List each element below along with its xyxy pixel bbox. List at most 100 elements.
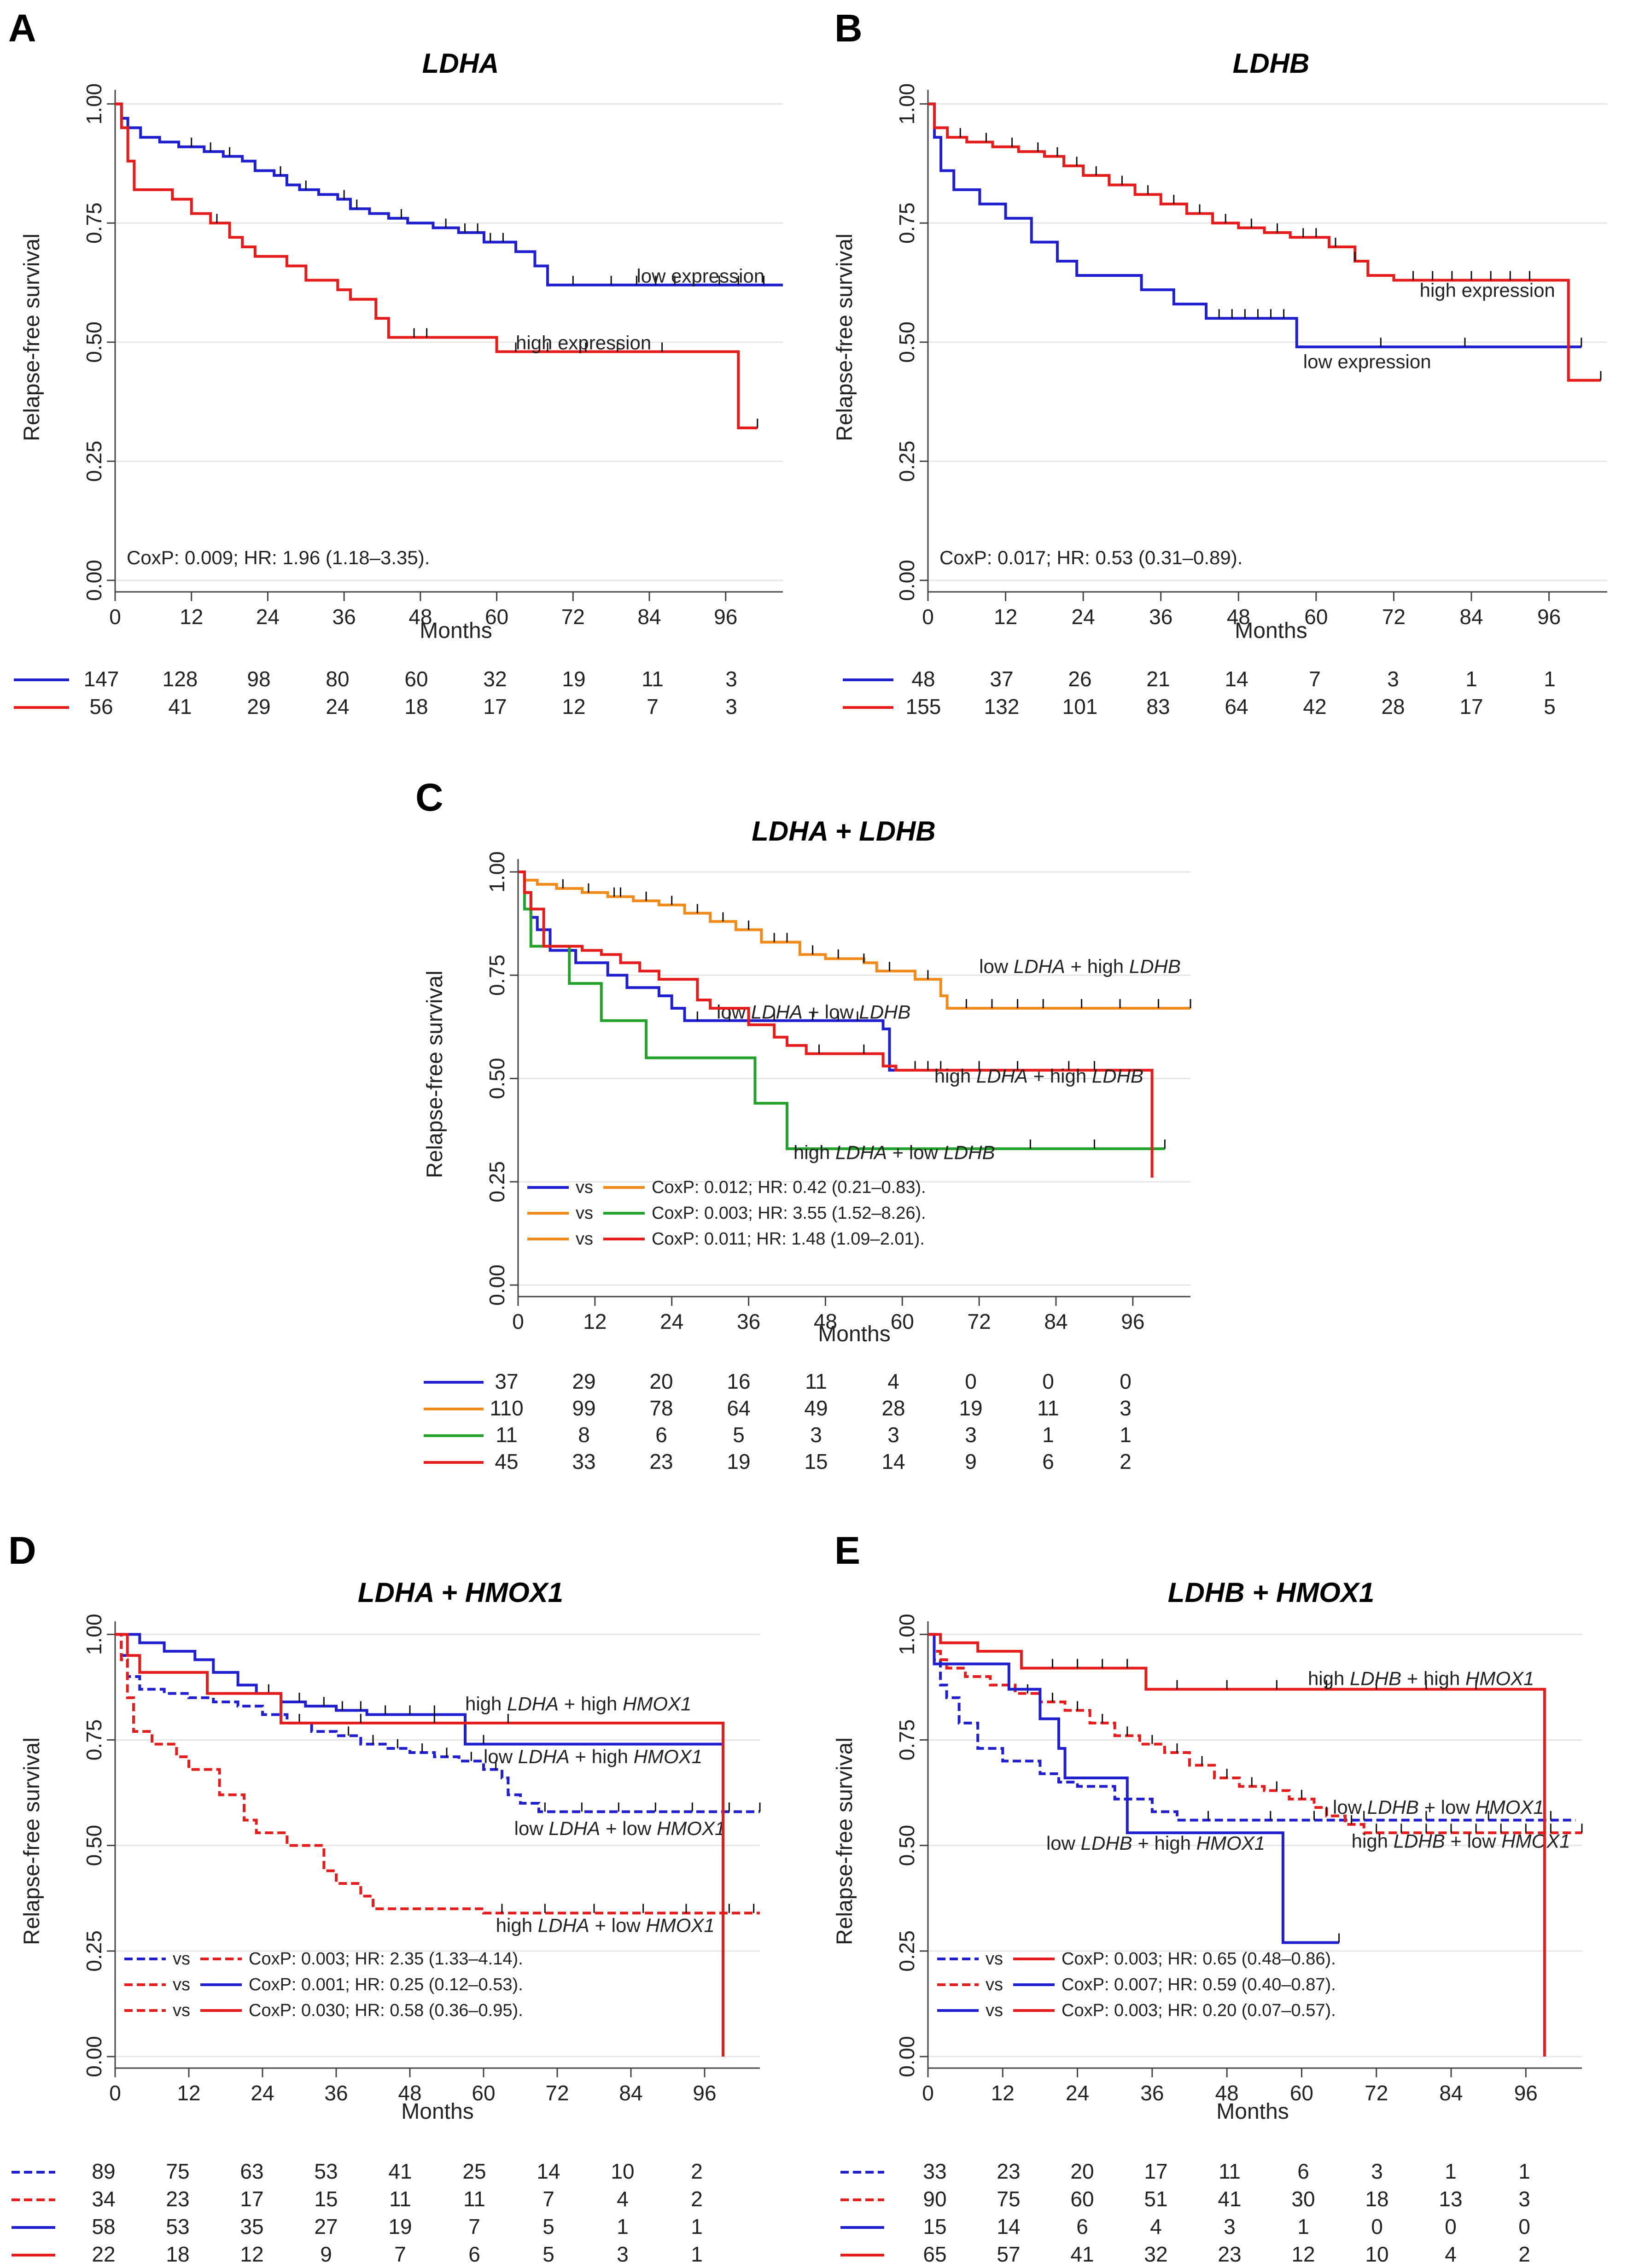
risk-count: 75: [166, 2159, 189, 2183]
risk-count: 19: [562, 667, 585, 691]
km-curve-high-expression: [115, 102, 758, 430]
risk-count: 53: [166, 2215, 189, 2239]
cox-annotation: CoxP: 0.017; HR: 0.53 (0.31–0.89).: [939, 547, 1242, 568]
risk-count: 29: [572, 1369, 595, 1393]
risk-count: 13: [1439, 2187, 1462, 2211]
risk-row: 45 33 23 19 15 14 9 6 2: [424, 1450, 1132, 1473]
risk-count: 0: [1042, 1369, 1054, 1393]
risk-count: 64: [727, 1396, 750, 1420]
legend-vs: vs: [576, 1204, 593, 1223]
x-tick-label: 36: [1140, 2081, 1164, 2105]
risk-count: 5: [1544, 695, 1556, 719]
curve-label: low LDHB + high HMOX1: [1046, 1832, 1265, 1854]
legend-vs: vs: [173, 2001, 190, 2020]
y-tick-label: 0.00: [895, 560, 919, 601]
risk-row: 11 8 6 5 3 3 3 1 1: [424, 1423, 1132, 1447]
y-tick-label: 0.50: [895, 321, 919, 363]
legend-text: CoxP: 0.007; HR: 0.59 (0.40–0.87).: [1062, 1975, 1336, 1994]
risk-count: 18: [404, 695, 428, 719]
x-tick-label: 24: [660, 1309, 683, 1333]
risk-count: 34: [92, 2187, 115, 2211]
risk-count: 0: [1371, 2215, 1383, 2239]
legend-vs: vs: [576, 1178, 593, 1197]
x-tick-label: 60: [891, 1309, 914, 1333]
curve-label: high LDHB + high HMOX1: [1308, 1667, 1534, 1689]
risk-count: 15: [314, 2187, 338, 2211]
panel-letter: E: [834, 1529, 860, 1572]
y-tick-label: 0.50: [895, 1825, 919, 1866]
risk-count: 90: [923, 2187, 946, 2211]
risk-count: 2: [1120, 1450, 1132, 1473]
x-tick-label: 96: [1537, 605, 1561, 629]
y-tick-label: 0.00: [82, 2036, 106, 2077]
risk-count: 1: [1297, 2215, 1309, 2239]
risk-count: 23: [649, 1450, 673, 1473]
x-tick-label: 12: [583, 1309, 607, 1333]
risk-count: 5: [542, 2242, 554, 2266]
risk-count: 56: [89, 695, 113, 719]
chart-title: LDHA + HMOX1: [358, 1577, 563, 1608]
risk-count: 2: [691, 2187, 703, 2211]
risk-row: 147 128 98 80 60 32 19 11 3: [14, 667, 737, 691]
x-tick-label: 48: [398, 2081, 421, 2105]
y-axis-label: Relapse-free survival: [833, 234, 857, 441]
risk-count: 14: [881, 1450, 905, 1473]
risk-count: 65: [923, 2242, 946, 2266]
x-tick-label: 60: [485, 605, 508, 629]
y-tick-label: 0.00: [485, 1264, 509, 1306]
risk-count: 48: [911, 667, 935, 691]
risk-count: 19: [727, 1450, 750, 1473]
y-tick-label: 0.75: [82, 1719, 106, 1761]
risk-count: 32: [1144, 2242, 1167, 2266]
legend-row: vs CoxP: 0.012; HR: 0.42 (0.21–0.83).: [527, 1178, 926, 1197]
y-tick-label: 0.75: [485, 954, 509, 996]
x-axis-label: Months: [401, 2099, 473, 2124]
y-tick-label: 0.75: [895, 202, 919, 244]
risk-count: 155: [906, 695, 941, 719]
x-tick-label: 96: [1514, 2081, 1538, 2105]
risk-row: 89 75 63 53 41 25 14 10 2: [12, 2159, 703, 2183]
x-tick-label: 60: [472, 2081, 495, 2105]
legend-text: CoxP: 0.003; HR: 0.20 (0.07–0.57).: [1062, 2001, 1336, 2020]
risk-count: 1: [617, 2215, 629, 2239]
risk-count: 6: [655, 1423, 667, 1447]
risk-count: 98: [247, 667, 270, 691]
risk-count: 11: [496, 1423, 518, 1447]
km-curve-high-expression: [928, 102, 1601, 382]
risk-count: 3: [887, 1423, 899, 1447]
y-axis-label: Relapse-free survival: [20, 234, 44, 441]
legend-vs: vs: [576, 1229, 593, 1249]
legend-row: vs CoxP: 0.003; HR: 0.65 (0.48–0.86).: [937, 1949, 1336, 1969]
risk-row: 34 23 17 15 11 11 7 4 2: [12, 2187, 703, 2211]
y-tick-label: 0.75: [82, 202, 106, 244]
risk-count: 0: [965, 1369, 977, 1393]
risk-count: 60: [1070, 2187, 1094, 2211]
risk-count: 1: [1518, 2159, 1530, 2183]
y-tick-label: 0.25: [82, 1930, 106, 1972]
risk-count: 45: [495, 1450, 518, 1473]
x-tick-label: 12: [991, 2081, 1015, 2105]
y-tick-label: 1.00: [895, 1614, 919, 1655]
risk-count: 7: [1309, 667, 1321, 691]
curve-label: high LDHA + low LDHB: [793, 1141, 995, 1163]
risk-count: 11: [1219, 2159, 1241, 2183]
risk-count: 19: [959, 1396, 982, 1420]
risk-count: 3: [1224, 2215, 1236, 2239]
risk-count: 18: [1365, 2187, 1388, 2211]
x-tick-label: 96: [693, 2081, 716, 2105]
cox-annotation: CoxP: 0.009; HR: 1.96 (1.18–3.35).: [127, 547, 430, 568]
risk-count: 11: [389, 2187, 411, 2211]
x-axis-label: Months: [1216, 2099, 1289, 2124]
risk-count: 5: [542, 2215, 554, 2239]
x-tick-label: 84: [1459, 605, 1483, 629]
curve-label: low LDHA + low LDHB: [717, 1001, 910, 1023]
risk-count: 3: [965, 1423, 977, 1447]
risk-count: 3: [1120, 1396, 1132, 1420]
y-tick-label: 0.00: [82, 560, 106, 601]
risk-count: 15: [923, 2215, 946, 2239]
risk-count: 4: [617, 2187, 629, 2211]
risk-count: 3: [725, 667, 737, 691]
risk-count: 41: [1070, 2242, 1094, 2266]
